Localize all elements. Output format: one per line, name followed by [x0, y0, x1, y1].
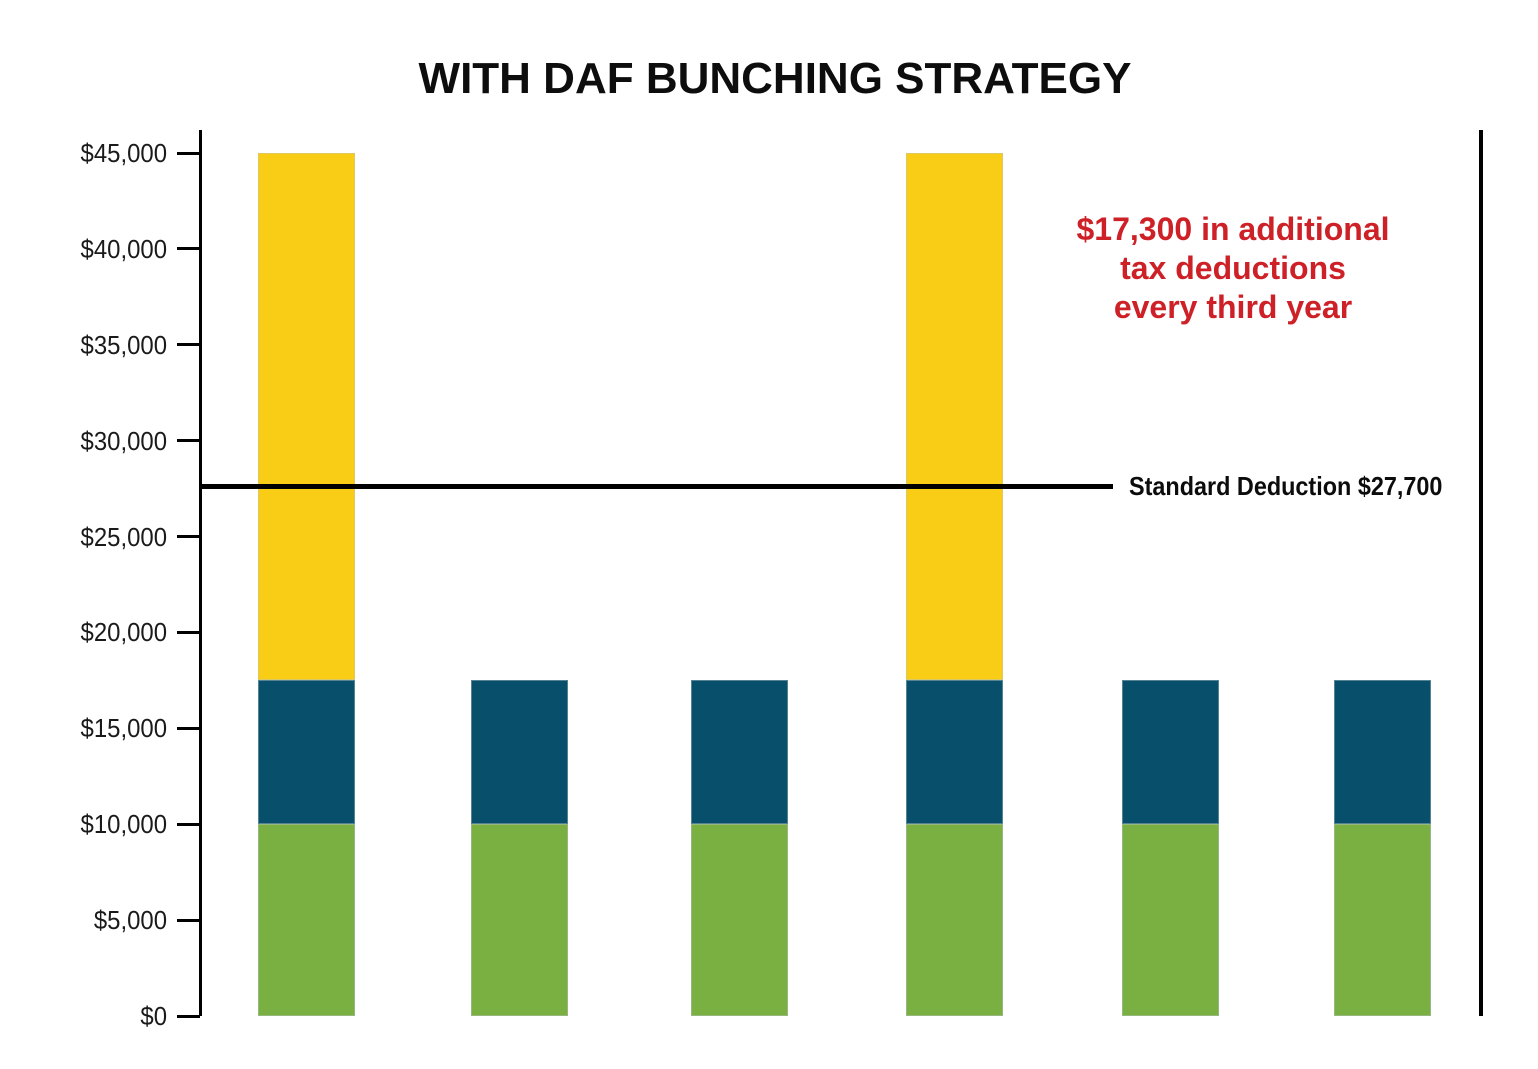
y-tick-mark — [177, 247, 200, 251]
bar-4-blue-middle-segment — [906, 680, 1003, 825]
y-tick-mark — [177, 630, 200, 634]
y-tick-label: $35,000 — [80, 329, 167, 360]
y-tick-label: $20,000 — [80, 617, 167, 648]
bar-4-yellow-bunched-segment — [906, 153, 1003, 681]
chart-title: WITH DAF BUNCHING STRATEGY — [418, 54, 1132, 103]
y-tick-mark — [177, 439, 200, 443]
bar-6-blue-middle-segment — [1334, 680, 1431, 825]
annotation-line-1: $17,300 in additional — [1076, 211, 1390, 247]
annotation-line-3: every third year — [1113, 289, 1353, 325]
bar-5-blue-middle-segment — [1122, 680, 1219, 825]
standard-deduction-line — [199, 484, 1113, 489]
y-tick-label: $45,000 — [80, 138, 167, 168]
y-tick-label: $25,000 — [80, 521, 167, 552]
bar-3-green-base-segment — [691, 824, 788, 1016]
bar-4-green-base-segment — [906, 824, 1003, 1016]
y-tick-mark — [177, 726, 200, 730]
y-tick-mark — [177, 535, 200, 539]
y-tick-mark — [177, 151, 200, 155]
y-tick-mark — [177, 1014, 200, 1018]
y-tick-label: $10,000 — [80, 809, 167, 840]
bar-6-green-base-segment — [1334, 824, 1431, 1016]
bar-1-blue-middle-segment — [258, 680, 355, 825]
y-tick-label: $5,000 — [93, 905, 167, 936]
standard-deduction-label: Standard Deduction $27,700 — [1129, 471, 1443, 501]
y-tick-label: $30,000 — [80, 425, 167, 456]
y-tick-mark — [177, 822, 200, 826]
y-tick-label: $40,000 — [80, 233, 167, 264]
bar-1-yellow-bunched-segment — [258, 153, 355, 681]
y-axis-line — [199, 130, 202, 1016]
y-tick-mark — [177, 918, 200, 922]
bar-5-green-base-segment — [1122, 824, 1219, 1016]
y-tick-label: $15,000 — [80, 713, 167, 744]
bar-3-blue-middle-segment — [691, 680, 788, 825]
annotation-line-2: tax deductions — [1120, 250, 1346, 286]
bar-2-blue-middle-segment — [471, 680, 568, 825]
y-tick-mark — [177, 343, 200, 347]
bar-1-green-base-segment — [258, 824, 355, 1016]
bar-2-green-base-segment — [471, 824, 568, 1016]
annotation-text: $17,300 in additional tax deductions eve… — [1077, 210, 1390, 327]
y-tick-label: $0 — [140, 1001, 167, 1031]
right-boundary-line — [1479, 130, 1483, 1016]
